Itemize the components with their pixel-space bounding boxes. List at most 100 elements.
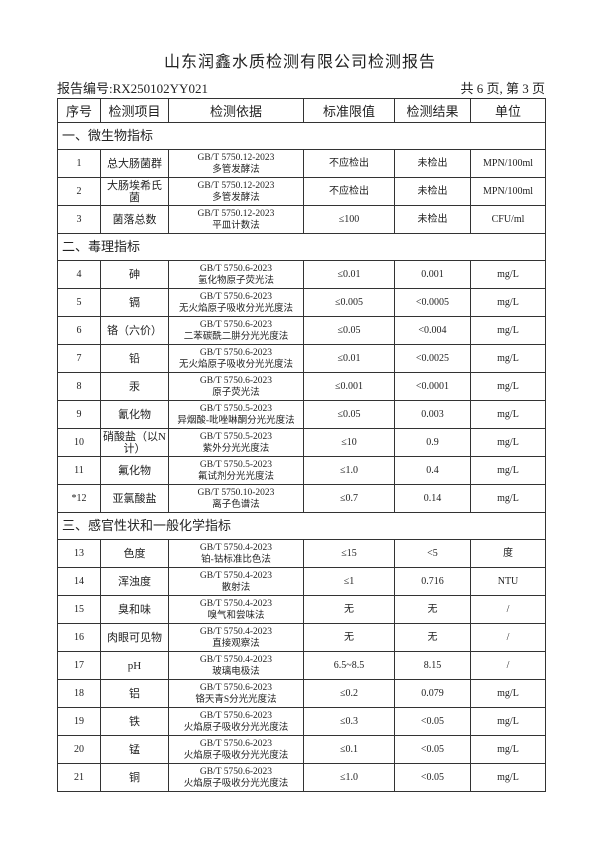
row-number: 20 xyxy=(57,735,101,764)
data-row: 18 铝 GB/T 5750.6-2023 铬天青S分光光度法 ≤0.2 0.079 mg/… xyxy=(57,679,546,708)
result: 0.9 xyxy=(394,428,471,457)
standard: GB/T 5750.6-2023 xyxy=(199,766,273,777)
report-title: 山东润鑫水质检测有限公司检测报告 xyxy=(163,54,436,71)
method: 异烟酸-吡唑啉酮分光光度法 xyxy=(177,415,295,426)
limit: ≤0.05 xyxy=(303,400,395,429)
data-row: 16 肉眼可见物 GB/T 5750.4-2023 直接观察法无无 / xyxy=(57,623,546,652)
test-item: 总大肠菌群 xyxy=(100,149,169,178)
test-basis: GB/T 5750.12-2023 平皿计数法 xyxy=(168,205,304,234)
data-row: 9 氰化物 GB/T 5750.5-2023 异烟酸-吡唑啉酮分光光度法 ≤0.05 0.… xyxy=(57,400,546,429)
row-number: 6 xyxy=(57,316,101,345)
test-basis: GB/T 5750.6-2023 原子荧光法 xyxy=(168,372,304,401)
test-item: 大肠埃希氏菌 xyxy=(100,177,169,206)
limit: ≤0.05 xyxy=(303,316,395,345)
result: <5 xyxy=(394,539,471,568)
result: 0.079 xyxy=(394,679,471,708)
result: <0.05 xyxy=(394,707,471,736)
row-number: 7 xyxy=(57,344,101,373)
column-header: 检测结果 xyxy=(394,98,471,123)
test-item: 氰化物 xyxy=(100,400,169,429)
row-number: 17 xyxy=(57,651,101,680)
unit: / xyxy=(470,651,546,680)
row-number: 19 xyxy=(57,707,101,736)
row-number: 3 xyxy=(57,205,101,234)
test-item: pH xyxy=(100,651,169,680)
standard: GB/T 5750.12-2023 xyxy=(197,152,275,163)
data-row: 19 铁 GB/T 5750.6-2023 火焰原子吸收分光光度法 ≤0.3 <0.05 m… xyxy=(57,707,546,736)
section-row: 一、微生物指标 xyxy=(57,122,546,150)
standard: GB/T 5750.12-2023 xyxy=(197,180,275,191)
row-number: 11 xyxy=(57,456,101,485)
column-header: 序号 xyxy=(57,98,101,123)
header-row: 序号 检测项目 检测依据 标准限值 检测结果 单位 xyxy=(57,98,546,123)
data-row: 2 大肠埃希氏菌 GB/T 5750.12-2023 多管发酵法 不应检出 未检出 MPN/… xyxy=(57,177,546,206)
standard: GB/T 5750.6-2023 xyxy=(199,375,273,386)
method: 火焰原子吸收分光光度法 xyxy=(183,722,289,733)
result: 未检出 xyxy=(394,177,471,206)
limit: 6.5~8.5 xyxy=(303,651,395,680)
test-basis: GB/T 5750.6-2023 氢化物原子荧光法 xyxy=(168,260,304,289)
limit: ≤1.0 xyxy=(303,763,395,792)
row-number: 10 xyxy=(57,428,101,457)
test-item: 铬（六价） xyxy=(100,316,169,345)
limit: 不应检出 xyxy=(303,149,395,178)
standard: GB/T 5750.4-2023 xyxy=(199,570,273,581)
result: <0.004 xyxy=(394,316,471,345)
test-basis: GB/T 5750.6-2023 无火焰原子吸收分光光度法 xyxy=(168,288,304,317)
test-basis: GB/T 5750.6-2023 无火焰原子吸收分光光度法 xyxy=(168,344,304,373)
standard: GB/T 5750.5-2023 xyxy=(199,403,273,414)
method: 多管发酵法 xyxy=(212,192,260,203)
limit: ≤0.3 xyxy=(303,707,395,736)
standard: GB/T 5750.12-2023 xyxy=(197,208,275,219)
limit: ≤0.005 xyxy=(303,288,395,317)
test-basis: GB/T 5750.4-2023 嗅气和尝味法 xyxy=(168,595,304,624)
row-number: 4 xyxy=(57,260,101,289)
method: 嗅气和尝味法 xyxy=(207,610,265,621)
unit: mg/L xyxy=(470,400,546,429)
test-item: 硝酸盐（以N计） xyxy=(100,428,169,457)
limit: 无 xyxy=(303,595,395,624)
data-row: *12 亚氯酸盐 GB/T 5750.10-2023 离子色谱法 ≤0.7 0.14 mg/… xyxy=(57,484,546,513)
unit: mg/L xyxy=(470,428,546,457)
data-row: 3 菌落总数 GB/T 5750.12-2023 平皿计数法 ≤100 未检出 CFU/ml xyxy=(57,205,546,234)
unit: mg/L xyxy=(470,484,546,513)
limit: ≤0.7 xyxy=(303,484,395,513)
result: <0.05 xyxy=(394,763,471,792)
standard: GB/T 5750.5-2023 xyxy=(199,431,273,442)
section-title: 三、感官性状和一般化学指标 xyxy=(57,512,546,540)
test-basis: GB/T 5750.4-2023 玻璃电极法 xyxy=(168,651,304,680)
section-row: 三、感官性状和一般化学指标 xyxy=(57,512,546,540)
row-number: 21 xyxy=(57,763,101,792)
data-row: 15 臭和味 GB/T 5750.4-2023 嗅气和尝味法无无 / xyxy=(57,595,546,624)
limit: ≤1.0 xyxy=(303,456,395,485)
limit: ≤0.001 xyxy=(303,372,395,401)
report-number: 报告编号:RX250102YY021 xyxy=(57,81,208,96)
results-table: 序号 检测项目 检测依据 标准限值 检测结果 单位 一、微生物指标 1 总大肠菌群 GB/T 5… xyxy=(57,98,546,792)
result: 0.4 xyxy=(394,456,471,485)
standard: GB/T 5750.6-2023 xyxy=(199,347,273,358)
section-title: 二、毒理指标 xyxy=(57,233,546,261)
method: 平皿计数法 xyxy=(212,220,260,231)
data-row: 21 铜 GB/T 5750.6-2023 火焰原子吸收分光光度法 ≤1.0 <0.05 m… xyxy=(57,763,546,792)
method: 氢化物原子荧光法 xyxy=(197,275,274,286)
limit: ≤0.01 xyxy=(303,344,395,373)
test-item: 砷 xyxy=(100,260,169,289)
test-item: 铜 xyxy=(100,763,169,792)
method: 无火焰原子吸收分光光度法 xyxy=(178,359,293,370)
unit: mg/L xyxy=(470,735,546,764)
unit: mg/L xyxy=(470,260,546,289)
row-number: 8 xyxy=(57,372,101,401)
data-row: 7 铅 GB/T 5750.6-2023 无火焰原子吸收分光光度法 ≤0.01 <0.00… xyxy=(57,344,546,373)
data-row: 10 硝酸盐（以N计） GB/T 5750.5-2023 紫外分光光度法 ≤10 0.9 m… xyxy=(57,428,546,457)
result: <0.0001 xyxy=(394,372,471,401)
standard: GB/T 5750.4-2023 xyxy=(199,542,273,553)
data-row: 17 pH GB/T 5750.4-2023 玻璃电极法 6.5~8.5 8.15/ xyxy=(57,651,546,680)
unit: mg/L xyxy=(470,679,546,708)
standard: GB/T 5750.4-2023 xyxy=(199,626,273,637)
page-info: 共 6 页, 第 3 页 xyxy=(460,81,545,96)
limit: ≤0.2 xyxy=(303,679,395,708)
result: 无 xyxy=(394,595,471,624)
row-number: 1 xyxy=(57,149,101,178)
unit: mg/L xyxy=(470,344,546,373)
test-basis: GB/T 5750.4-2023 散射法 xyxy=(168,567,304,596)
